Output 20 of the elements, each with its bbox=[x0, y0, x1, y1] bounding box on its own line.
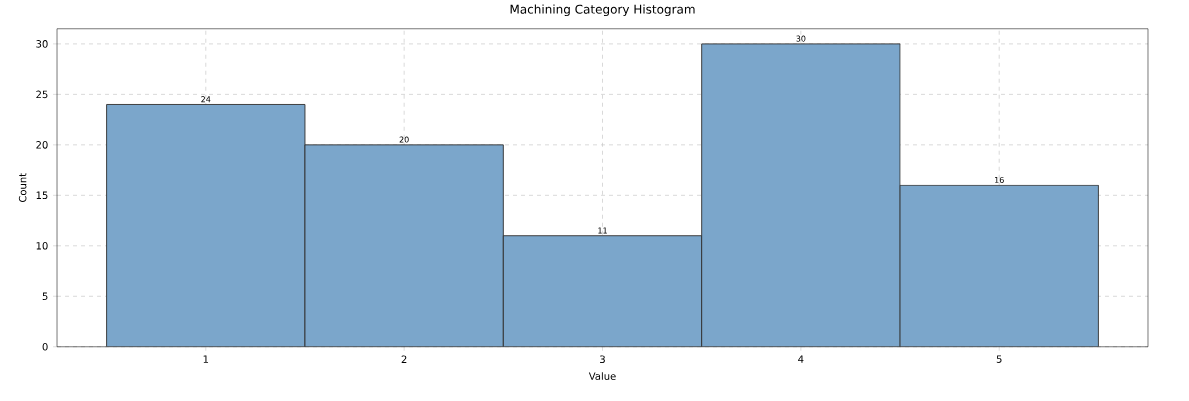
y-tick-label: 30 bbox=[36, 40, 48, 48]
data-label: 16 bbox=[995, 177, 1004, 184]
data-label: 30 bbox=[796, 35, 806, 42]
x-tick-label: 2 bbox=[401, 355, 407, 364]
y-tick-label: 10 bbox=[36, 242, 48, 250]
x-tick-label: 3 bbox=[600, 355, 605, 364]
y-axis-title: Count bbox=[18, 173, 27, 203]
data-label: 20 bbox=[399, 136, 409, 143]
chart-title: Machining Category Histogram bbox=[510, 4, 695, 17]
x-tick-label: 1 bbox=[203, 355, 209, 363]
y-tick-label: 20 bbox=[36, 141, 48, 149]
y-tick-label: 25 bbox=[36, 90, 48, 99]
x-axis-title: Value bbox=[588, 372, 616, 381]
data-label: 11 bbox=[598, 227, 607, 234]
x-tick-label: 4 bbox=[798, 355, 804, 363]
y-tick-label: 0 bbox=[42, 343, 48, 351]
data-label: 24 bbox=[201, 96, 211, 103]
x-tick-label: 5 bbox=[996, 355, 1002, 364]
y-tick-label: 5 bbox=[42, 292, 48, 301]
y-tick-label: 15 bbox=[36, 191, 48, 200]
